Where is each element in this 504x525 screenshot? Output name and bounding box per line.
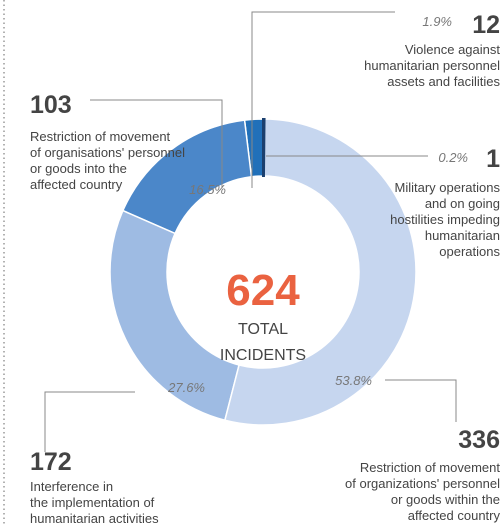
description: or goods into the: [30, 161, 127, 176]
description: Interference in: [30, 479, 113, 494]
description: or goods within the: [391, 492, 500, 507]
center-label: INCIDENTS: [220, 347, 306, 364]
description: the implementation of: [30, 495, 155, 510]
value-label: 12: [472, 11, 500, 39]
value-label: 1: [486, 145, 500, 173]
description: Violence against: [405, 42, 501, 57]
leader-line: [251, 11, 395, 188]
percent-label: 16.5%: [189, 182, 226, 197]
value-label: 336: [458, 426, 500, 454]
value-label: 172: [30, 448, 72, 476]
description: Restriction of movement: [30, 129, 171, 144]
description: Military operations: [395, 180, 501, 195]
description: of organisations' personnel: [30, 145, 185, 160]
description: humanitarian personnel: [364, 58, 500, 73]
leader-line: [90, 99, 223, 188]
total: 624: [226, 266, 300, 315]
description: Restriction of movement: [360, 460, 501, 475]
description: assets and facilities: [387, 74, 500, 89]
percent-label: 53.8%: [335, 373, 372, 388]
leader-line: [385, 379, 457, 422]
percent-label: 1.9%: [422, 14, 452, 29]
description: humanitarian activities: [30, 511, 159, 525]
leader-line: [44, 391, 135, 452]
description: humanitarian: [425, 228, 500, 243]
description: and on going: [425, 196, 500, 211]
description: affected country: [30, 177, 123, 192]
description: affected country: [408, 508, 501, 523]
value-label: 103: [30, 91, 72, 119]
percent-label: 0.2%: [438, 150, 468, 165]
center-label: TOTAL: [238, 321, 288, 338]
donut-segment: [109, 209, 241, 422]
donut-segment: [262, 117, 266, 178]
description: operations: [439, 244, 500, 259]
description: hostilities impeding: [390, 212, 500, 227]
description: of organizations' personnel: [345, 476, 500, 491]
percent-label: 27.6%: [167, 380, 205, 395]
donut-segment: [121, 119, 253, 235]
donut-segment: [223, 118, 417, 426]
